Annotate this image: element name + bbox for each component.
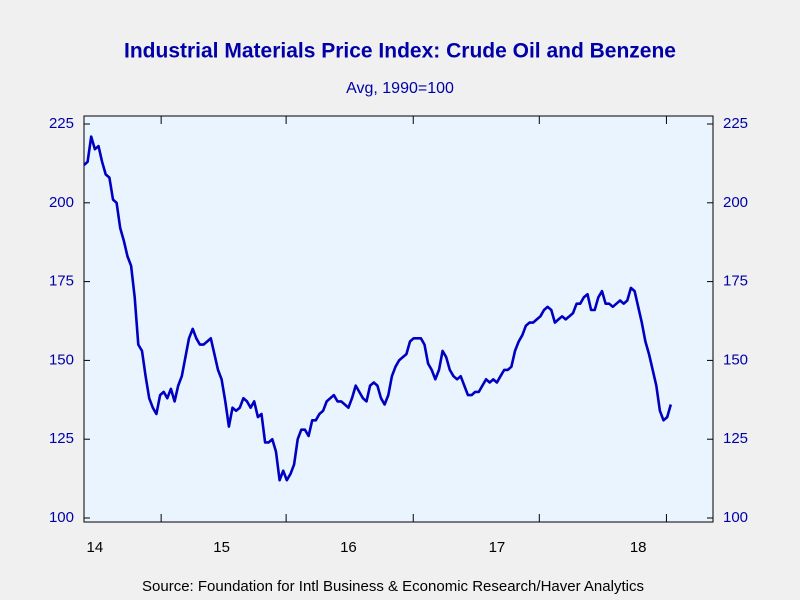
y-tick-label: 100 — [49, 509, 74, 526]
y2-tick-label: 225 — [723, 115, 748, 132]
series-line — [83, 135, 673, 482]
y2-tick-label: 125 — [723, 430, 748, 447]
source-note: Source: Foundation for Intl Business & E… — [142, 578, 644, 595]
y-tick-label: 150 — [49, 351, 74, 368]
y-tick-label: 175 — [49, 273, 74, 290]
chart-title: Industrial Materials Price Index: Crude … — [124, 40, 676, 63]
y2-tick-label: 100 — [723, 509, 748, 526]
plot-area — [83, 115, 714, 523]
x-tick-label: 16 — [340, 539, 357, 556]
chart-subtitle: Avg, 1990=100 — [346, 80, 454, 97]
y2-tick-label: 200 — [723, 194, 748, 211]
y2-tick-label: 175 — [723, 273, 748, 290]
x-tick-label: 15 — [213, 539, 230, 556]
y-tick-label: 200 — [49, 194, 74, 211]
x-tick-label: 17 — [489, 539, 506, 556]
y-tick-label: 125 — [49, 430, 74, 447]
x-tick-label: 18 — [630, 539, 647, 556]
x-tick-label: 14 — [87, 539, 104, 556]
y2-tick-label: 150 — [723, 351, 748, 368]
y-tick-label: 225 — [49, 115, 74, 132]
